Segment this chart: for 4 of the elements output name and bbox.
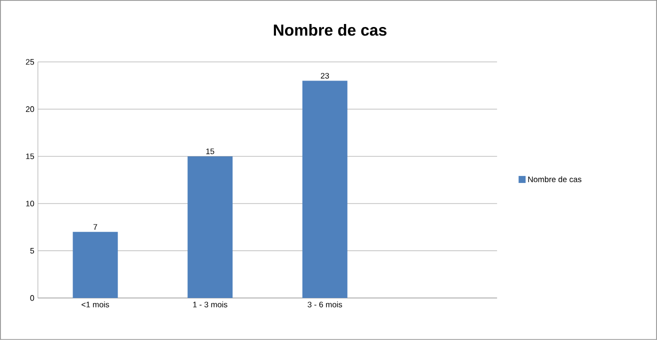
bar (188, 156, 233, 298)
bar (302, 80, 348, 298)
chart-title: Nombre de cas (274, 24, 386, 36)
bar (72, 232, 118, 298)
